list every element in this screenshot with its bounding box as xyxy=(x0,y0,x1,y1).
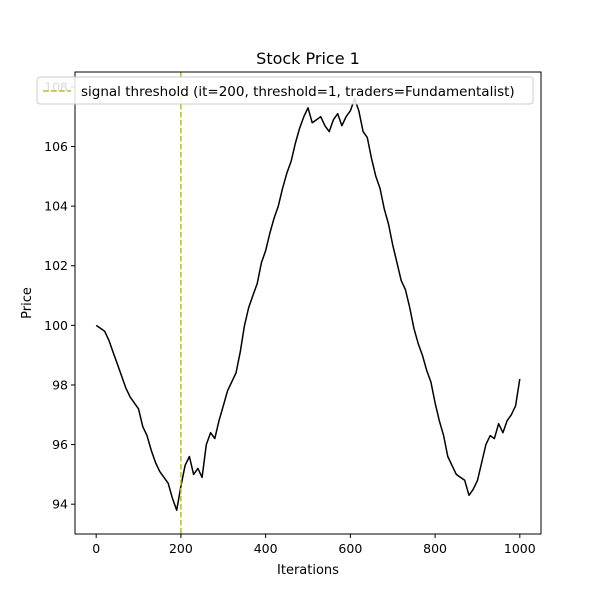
x-tick-label: 0 xyxy=(92,541,100,556)
chart-title: Stock Price 1 xyxy=(256,49,360,68)
legend: signal threshold (it=200, threshold=1, t… xyxy=(36,76,534,105)
x-tick-label: 1000 xyxy=(504,541,536,556)
x-tick-label: 800 xyxy=(423,541,447,556)
x-tick-label: 400 xyxy=(254,541,278,556)
y-tick-label: 106 xyxy=(44,139,68,154)
plot-frame xyxy=(74,71,542,535)
y-tick-label: 96 xyxy=(52,437,68,452)
series-line-0 xyxy=(95,98,521,511)
plot-area xyxy=(95,72,521,534)
x-tick-label: 600 xyxy=(338,541,362,556)
x-tick-label: 200 xyxy=(169,541,193,556)
y-axis-ticks: 949698100102104106108 xyxy=(44,79,75,512)
y-tick-label: 100 xyxy=(44,318,68,333)
legend-box xyxy=(36,76,534,105)
legend-label-threshold: signal threshold (it=200, threshold=1, t… xyxy=(81,84,515,100)
y-tick-label: 104 xyxy=(44,199,68,214)
x-axis-ticks: 0 200 400 600 800 1000 xyxy=(92,534,536,556)
x-axis-label: Iterations xyxy=(277,563,339,578)
y-tick-label: 94 xyxy=(52,497,68,512)
y-axis-label: Price xyxy=(20,287,35,319)
y-tick-label: 102 xyxy=(44,258,68,273)
y-tick-label: 98 xyxy=(52,377,68,392)
